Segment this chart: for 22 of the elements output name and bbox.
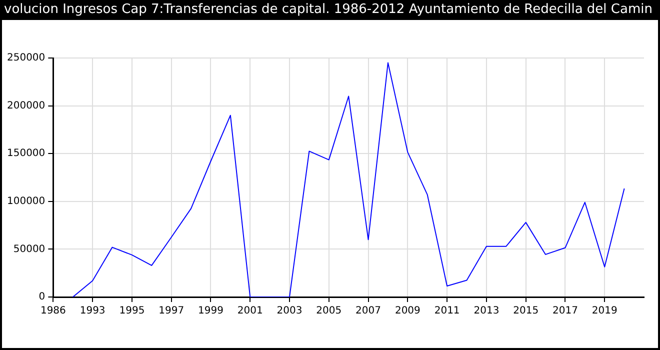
x-tick-label: 2019 bbox=[592, 306, 618, 317]
chart-title: volucion Ingresos Cap 7:Transferencias de capital. 1986-2012 Ayuntamiento de Redecilla del Camin bbox=[2, 0, 658, 20]
x-tick-label: 2013 bbox=[474, 306, 500, 317]
x-tick-label: 2003 bbox=[276, 306, 302, 317]
x-tick-label: 1995 bbox=[119, 306, 145, 317]
x-tick-label: 2007 bbox=[356, 306, 382, 317]
x-tick-label: 2005 bbox=[316, 306, 342, 317]
y-tick-label: 150000 bbox=[6, 148, 46, 160]
y-tick-label: 0 bbox=[38, 292, 46, 303]
x-tick-label: 2009 bbox=[394, 306, 420, 317]
x-tick-label: 2011 bbox=[434, 306, 460, 317]
y-tick-label: 250000 bbox=[6, 52, 46, 64]
x-tick-label: 1986 bbox=[40, 306, 66, 317]
y-tick-label: 200000 bbox=[6, 100, 46, 112]
x-tick-label: 1997 bbox=[158, 306, 184, 317]
x-tick-label: 1993 bbox=[80, 306, 106, 317]
x-tick-label: 2001 bbox=[237, 306, 263, 317]
x-tick-label: 2015 bbox=[513, 306, 539, 317]
y-tick-label: 100000 bbox=[6, 196, 46, 207]
y-tick-label: 50000 bbox=[13, 244, 46, 255]
x-tick-label: 2017 bbox=[552, 306, 578, 317]
x-tick-label: 1999 bbox=[198, 306, 224, 317]
